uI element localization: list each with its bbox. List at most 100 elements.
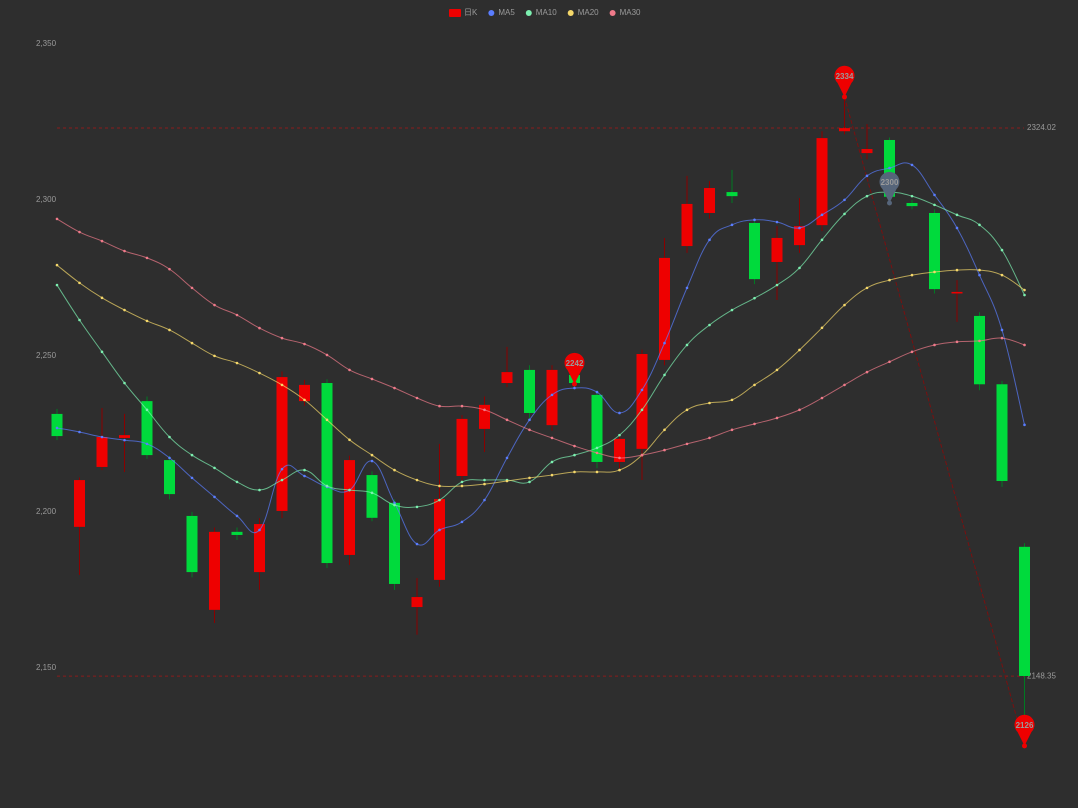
ma-point xyxy=(730,223,734,227)
ma-point xyxy=(438,528,441,532)
legend-label: 日K xyxy=(464,8,478,17)
ma-point xyxy=(550,460,554,464)
candle-body xyxy=(254,524,265,573)
candle-body xyxy=(771,237,783,262)
ma-point xyxy=(910,350,914,354)
legend-label: MA10 xyxy=(536,8,557,17)
pin-label: 2300 xyxy=(881,178,899,187)
legend-item[interactable]: MA10 xyxy=(525,8,557,17)
ma-point xyxy=(685,343,689,347)
ma-point xyxy=(280,383,284,387)
ma-point xyxy=(1023,293,1026,297)
ma-point xyxy=(1000,328,1004,332)
ma-point xyxy=(978,223,981,227)
ma-point xyxy=(258,326,261,330)
ma-point xyxy=(888,360,891,364)
pin xyxy=(564,352,585,384)
ma-point xyxy=(78,318,81,322)
pin-dot xyxy=(887,200,892,206)
ma-point xyxy=(168,267,171,271)
candle-body xyxy=(299,384,310,402)
ma-point xyxy=(415,542,419,546)
ma-point xyxy=(955,213,959,217)
ma-point xyxy=(123,438,126,442)
ma-point xyxy=(640,408,644,412)
ma-point xyxy=(460,484,464,488)
candle-body xyxy=(951,291,963,294)
candle-body xyxy=(344,460,355,555)
ma-point xyxy=(528,480,531,484)
ma-point xyxy=(100,350,104,354)
ma-point xyxy=(438,404,441,408)
ma-point xyxy=(483,408,486,412)
ma-point xyxy=(865,370,869,374)
ma-point xyxy=(910,273,914,277)
ma-point xyxy=(663,428,666,432)
legend-item[interactable]: 日K xyxy=(449,8,478,17)
ma-point xyxy=(145,442,149,446)
ma-point xyxy=(258,488,261,492)
ma-point xyxy=(393,468,396,472)
candle-body xyxy=(816,138,828,226)
ma-point xyxy=(663,448,666,452)
ma-point xyxy=(730,398,734,402)
ma-point xyxy=(528,476,531,480)
ma-point xyxy=(1000,273,1004,277)
ma-point xyxy=(258,371,261,375)
ma-point xyxy=(483,498,486,502)
y-tick-label: 2,200 xyxy=(36,507,57,516)
ma-point xyxy=(370,377,374,381)
ma-point xyxy=(213,495,216,499)
candle-body xyxy=(636,354,648,449)
ma-point xyxy=(415,396,419,400)
ma-point xyxy=(370,491,374,495)
ma-point xyxy=(460,480,464,484)
ma-point xyxy=(235,514,239,518)
ma-point xyxy=(888,166,891,170)
ma-point xyxy=(325,418,329,422)
ma-point xyxy=(798,348,801,352)
ma-point xyxy=(55,426,59,430)
candle-body xyxy=(141,401,153,456)
ma-point xyxy=(415,505,419,509)
ma-point xyxy=(258,528,261,532)
candle-body xyxy=(996,384,1008,481)
ma-point xyxy=(100,239,104,243)
candle-body xyxy=(794,226,805,246)
candle-body xyxy=(614,438,625,462)
candle-body xyxy=(681,203,693,247)
ma-point xyxy=(775,368,779,372)
candle-body xyxy=(456,418,468,476)
pin-label: 2242 xyxy=(566,359,584,368)
ma-point xyxy=(595,390,599,394)
ma-point xyxy=(955,268,959,272)
ma-point xyxy=(303,398,306,402)
ma-point xyxy=(1000,336,1004,340)
legend-item[interactable]: MA5 xyxy=(488,8,515,17)
ma-point xyxy=(190,286,194,290)
ma-point xyxy=(190,476,194,480)
ma-point xyxy=(843,212,846,216)
ma-point xyxy=(213,466,216,470)
ma-point xyxy=(213,354,216,358)
ma-point xyxy=(438,498,441,502)
legend-item[interactable]: MA20 xyxy=(567,8,599,17)
ma-point xyxy=(640,453,644,457)
candle-body xyxy=(209,531,220,610)
pin-label: 2334 xyxy=(836,72,854,81)
candle-body xyxy=(186,515,198,573)
candle-body xyxy=(74,480,85,527)
ma-point xyxy=(708,436,711,440)
ma-point xyxy=(100,296,104,300)
y-tick-label: 2,250 xyxy=(36,351,57,360)
ma-point xyxy=(550,473,554,477)
ma-point xyxy=(573,453,576,457)
legend-swatch xyxy=(609,10,616,16)
legend-item[interactable]: MA30 xyxy=(609,8,641,17)
ma-point xyxy=(753,422,756,426)
ma-point xyxy=(753,218,756,222)
candle-body xyxy=(591,394,603,462)
ma-point xyxy=(798,226,801,230)
ma-point xyxy=(190,453,194,457)
